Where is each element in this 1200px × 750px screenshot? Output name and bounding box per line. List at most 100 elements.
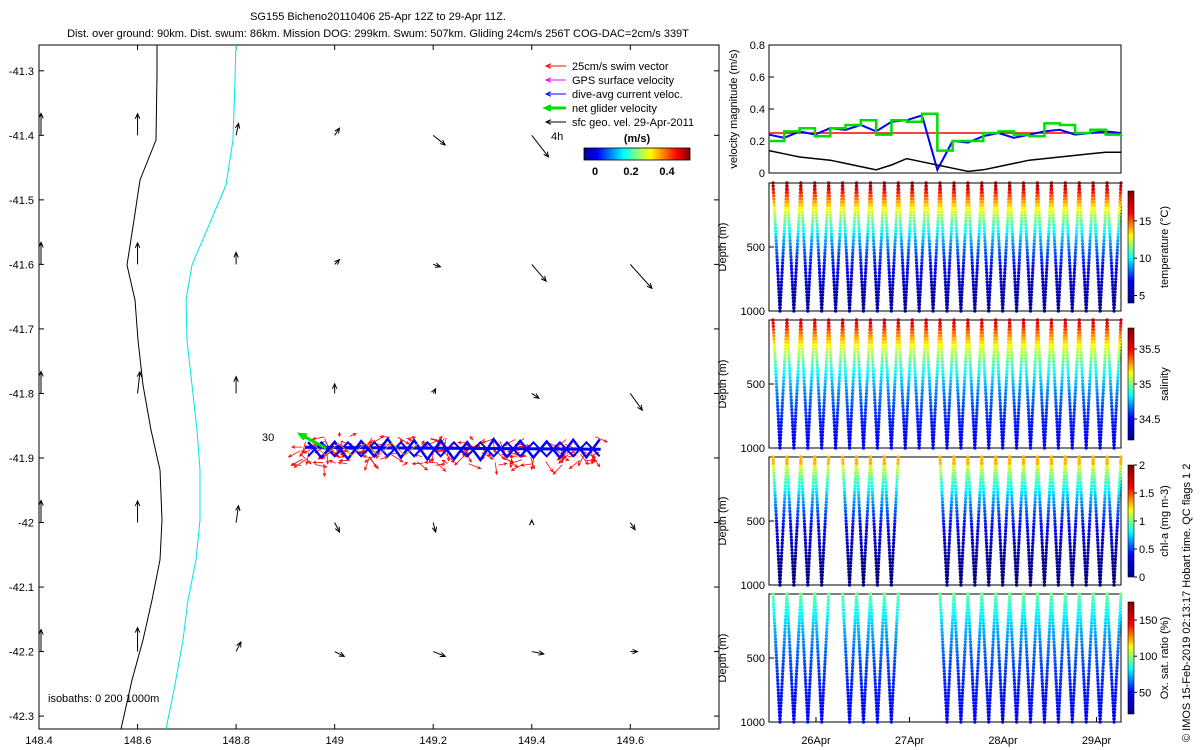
section-sample-point <box>1112 446 1116 450</box>
section-sample-point <box>976 385 980 389</box>
section-sample-point <box>1004 388 1008 392</box>
section-sample-point <box>936 213 940 217</box>
section-sample-point <box>781 245 786 249</box>
section-sample-point <box>946 417 951 421</box>
section-sample-point <box>1039 382 1043 386</box>
section-sample-point <box>1106 194 1110 198</box>
section-sample-point <box>1023 350 1027 354</box>
section-sample-point <box>803 258 807 262</box>
legend-label: net glider velocity <box>572 103 657 115</box>
section-sample-point <box>984 392 988 396</box>
section-sample-point <box>1073 261 1077 265</box>
section-sample-point <box>919 408 923 412</box>
section-sample-point <box>933 277 937 281</box>
section-sample-point <box>790 271 794 275</box>
section-sample-point <box>809 388 813 392</box>
section-sample-point <box>939 194 943 198</box>
section-sample-point <box>795 255 799 259</box>
section-sample-point <box>997 385 1001 389</box>
section-sample-point <box>870 356 875 360</box>
section-sample-point <box>813 181 817 185</box>
section-sample-point <box>946 427 950 431</box>
section-sample-point <box>953 203 957 207</box>
swim-vector-arrow-shaft <box>406 436 416 440</box>
section-sample-point <box>782 232 786 236</box>
section-sample-point <box>869 321 873 325</box>
section-sample-point <box>893 369 898 373</box>
section-sample-point <box>946 280 951 284</box>
section-sample-point <box>834 296 838 300</box>
section-sample-point <box>988 430 992 434</box>
section-sample-point <box>974 424 978 428</box>
section-sample-point <box>1058 420 1062 424</box>
section-sample-point <box>1074 369 1079 373</box>
section-sample-point <box>830 379 834 383</box>
section-sample-point <box>1041 287 1045 291</box>
section-sample-point <box>795 245 799 249</box>
geo-vector-arrow-head <box>134 499 141 507</box>
section-sample-point <box>1001 299 1005 303</box>
section-sample-point <box>913 376 917 380</box>
section-sample-point <box>975 271 979 275</box>
section-sample-point <box>915 408 919 412</box>
section-sample-point <box>997 242 1001 246</box>
section-sample-point <box>1114 267 1118 271</box>
section-sample-point <box>902 280 906 284</box>
section-sample-point <box>938 181 942 185</box>
section-sample-point <box>973 296 978 300</box>
section-sample-point <box>981 344 985 348</box>
geo-vector-arrow <box>134 241 141 265</box>
section-sample-point <box>914 248 918 252</box>
map-y-tick-label: -41.8 <box>9 388 34 400</box>
section-sample-point <box>780 541 784 546</box>
section-sample-point <box>971 274 975 278</box>
section-sample-point <box>1055 287 1059 291</box>
section-sample-point <box>994 191 998 195</box>
section-sample-point <box>808 408 812 412</box>
map-panel: 148.4 148.6 148.8 149 149.2 149.4 149.6-41.3-4… <box>9 44 720 747</box>
geo-vector-arrow <box>134 626 141 652</box>
section-sample-point <box>886 382 890 386</box>
section-sample-point <box>929 277 933 281</box>
section-sample-point <box>1026 264 1030 268</box>
section-sample-point <box>956 248 960 252</box>
section-sample-point <box>1031 261 1035 265</box>
section-sample-point <box>845 258 849 262</box>
section-sample-point <box>1117 350 1121 354</box>
glider-track <box>287 431 609 478</box>
section-sample-point <box>1029 296 1033 300</box>
section-sample-point <box>781 392 785 396</box>
section-sample-point <box>1010 369 1015 373</box>
section-sample-point <box>799 187 803 191</box>
section-sample-point <box>1019 356 1024 360</box>
section-sample-point <box>1003 264 1007 268</box>
section-sample-point <box>1087 251 1091 255</box>
section-sample-point <box>1009 337 1013 341</box>
section-sample-point <box>1029 443 1033 447</box>
section-sample-point <box>1015 296 1019 300</box>
section-sample-point <box>905 271 909 275</box>
section-sample-point <box>842 350 846 354</box>
section-sample-point <box>894 356 898 360</box>
swim-vector-arrow-shaft <box>521 463 533 466</box>
section-sample-point <box>950 216 954 220</box>
swim-vector-arrow-shaft <box>417 461 428 471</box>
section-sample-point <box>948 261 952 265</box>
section-sample-point <box>1115 248 1119 252</box>
section-sample-point <box>866 219 870 223</box>
section-sample-point <box>942 261 946 265</box>
section-sample-point <box>1052 366 1056 370</box>
section-sample-point <box>779 430 783 434</box>
section-sample-point <box>932 299 936 303</box>
section-sample-point <box>846 280 850 284</box>
section-sample-point <box>1027 277 1031 281</box>
section-sample-point <box>1015 306 1019 310</box>
section-sample-point <box>780 264 784 268</box>
section-sample-point <box>910 181 914 185</box>
section-sample-point <box>945 443 949 447</box>
section-sample-point <box>884 347 888 351</box>
section-sample-point <box>847 446 852 450</box>
section-sample-point <box>778 440 782 444</box>
section-sample-point <box>1059 392 1063 396</box>
